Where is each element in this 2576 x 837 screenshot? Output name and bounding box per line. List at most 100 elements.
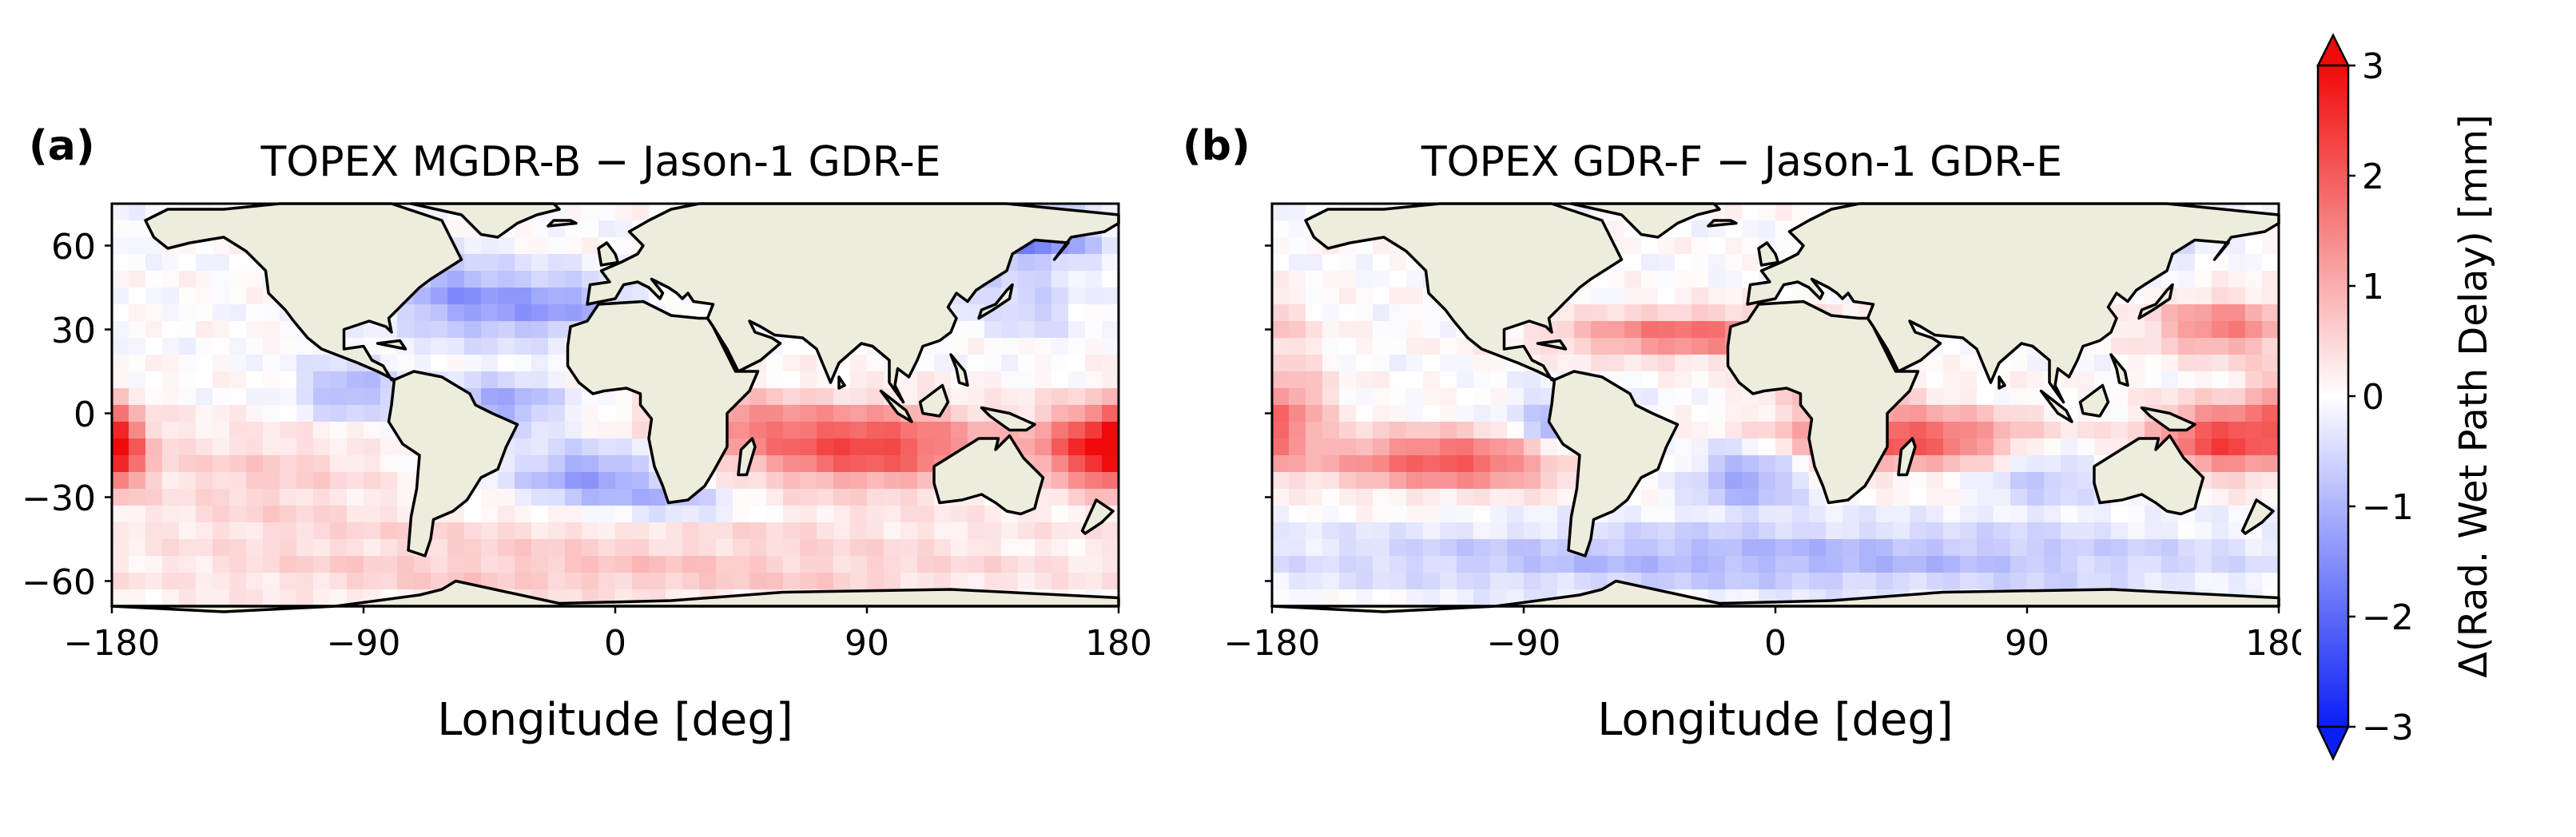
heatmap-cell <box>1373 288 1390 305</box>
heatmap-cell <box>162 388 180 406</box>
heatmap-cell <box>800 573 817 590</box>
heatmap-cell <box>1725 237 1743 255</box>
heatmap-cell <box>112 522 129 540</box>
heatmap-cell <box>1960 438 1978 456</box>
heatmap-cell <box>129 237 146 255</box>
heatmap-cell <box>1725 254 1743 272</box>
heatmap-cell <box>1102 388 1119 406</box>
heatmap-cell <box>1809 556 1827 573</box>
heatmap-cell <box>2111 556 2129 573</box>
heatmap-cell <box>296 438 314 456</box>
heatmap-cell <box>1893 422 1910 439</box>
heatmap-cell <box>1406 321 1424 339</box>
heatmap-cell <box>464 254 482 272</box>
heatmap-cell <box>2245 422 2263 439</box>
heatmap-cell <box>783 438 801 456</box>
heatmap-cell <box>1035 405 1052 422</box>
heatmap-cell <box>1742 573 1759 590</box>
heatmap-cell <box>1457 556 1474 573</box>
heatmap-cell <box>1406 539 1424 557</box>
heatmap-cell <box>582 556 599 573</box>
heatmap-cell <box>2262 556 2280 573</box>
heatmap-cell <box>481 506 499 523</box>
heatmap-cell <box>2145 539 2162 557</box>
heatmap-cell <box>1675 405 1692 422</box>
continent-new-guinea <box>980 406 1036 432</box>
heatmap-cell <box>666 506 683 523</box>
heatmap-cell <box>1524 522 1541 540</box>
heatmap-cell <box>1826 573 1843 590</box>
heatmap-cell <box>196 573 213 590</box>
heatmap-cell <box>1658 522 1676 540</box>
heatmap-cell <box>2262 405 2280 422</box>
heatmap-cell <box>615 506 633 523</box>
heatmap-cell <box>1641 539 1659 557</box>
heatmap-cell <box>515 506 532 523</box>
continent-japan <box>2137 283 2174 320</box>
heatmap-cell <box>1339 539 1357 557</box>
heatmap-cell <box>649 573 666 590</box>
heatmap-cell <box>263 455 280 473</box>
heatmap-cell <box>615 539 633 557</box>
heatmap-cell <box>112 589 129 607</box>
heatmap-cell <box>1272 388 1290 406</box>
heatmap-cell <box>1102 489 1119 506</box>
heatmap-cell <box>112 371 129 389</box>
heatmap-cell <box>833 489 851 506</box>
heatmap-cell <box>2228 254 2246 272</box>
heatmap-cell <box>1641 371 1659 389</box>
heatmap-cell <box>1658 539 1676 557</box>
heatmap-cell <box>2245 371 2263 389</box>
heatmap-cell <box>598 539 616 557</box>
heatmap-cell <box>1859 556 1877 573</box>
heatmap-cell <box>884 422 901 439</box>
heatmap-cell <box>968 539 985 557</box>
heatmap-cell <box>2145 321 2162 339</box>
heatmap-cell <box>1035 438 1052 456</box>
heatmap-cell <box>515 489 532 506</box>
heatmap-cell <box>296 472 314 490</box>
heatmap-cell <box>447 288 465 305</box>
heatmap-cell <box>1389 589 1407 607</box>
heatmap-cell <box>330 589 348 607</box>
heatmap-cell <box>1289 220 1306 238</box>
continent-madagascar <box>1897 437 1917 477</box>
heatmap-cell <box>2077 371 2095 389</box>
heatmap-cell <box>246 321 264 339</box>
heatmap-cell <box>1389 271 1407 288</box>
heatmap-cell <box>1859 522 1877 540</box>
heatmap-cell <box>716 539 733 557</box>
heatmap-cell <box>1018 388 1036 406</box>
heatmap-cell <box>2178 539 2196 557</box>
heatmap-cell <box>1322 422 1340 439</box>
heatmap-cell <box>1289 405 1306 422</box>
x-tick: −180 <box>64 606 160 664</box>
heatmap-cell <box>196 489 213 506</box>
heatmap-cell <box>666 573 683 590</box>
heatmap-cell <box>1759 204 1776 221</box>
heatmap-cell <box>1423 338 1441 355</box>
heatmap-cell <box>582 472 599 490</box>
heatmap-cell <box>162 506 180 523</box>
heatmap-cell <box>1289 556 1306 573</box>
heatmap-cell <box>766 388 784 406</box>
heatmap-cell <box>414 573 431 590</box>
heatmap-cell <box>615 556 633 573</box>
heatmap-cell <box>162 589 180 607</box>
heatmap-cell <box>447 338 465 355</box>
heatmap-cell <box>1910 522 1927 540</box>
heatmap-cell <box>112 355 129 372</box>
heatmap-cell <box>598 522 616 540</box>
heatmap-cell <box>2161 539 2179 557</box>
heatmap-cell <box>817 388 834 406</box>
heatmap-cell <box>1035 539 1052 557</box>
heatmap-cell <box>1102 472 1119 490</box>
heatmap-cell <box>1540 438 1558 456</box>
heatmap-cell <box>515 438 532 456</box>
heatmap-cell <box>263 321 280 339</box>
heatmap-cell <box>1910 472 1927 490</box>
heatmap-cell <box>2212 388 2229 406</box>
heatmap-cell <box>246 573 264 590</box>
heatmap-cell <box>1306 438 1323 456</box>
heatmap-cell <box>313 472 331 490</box>
